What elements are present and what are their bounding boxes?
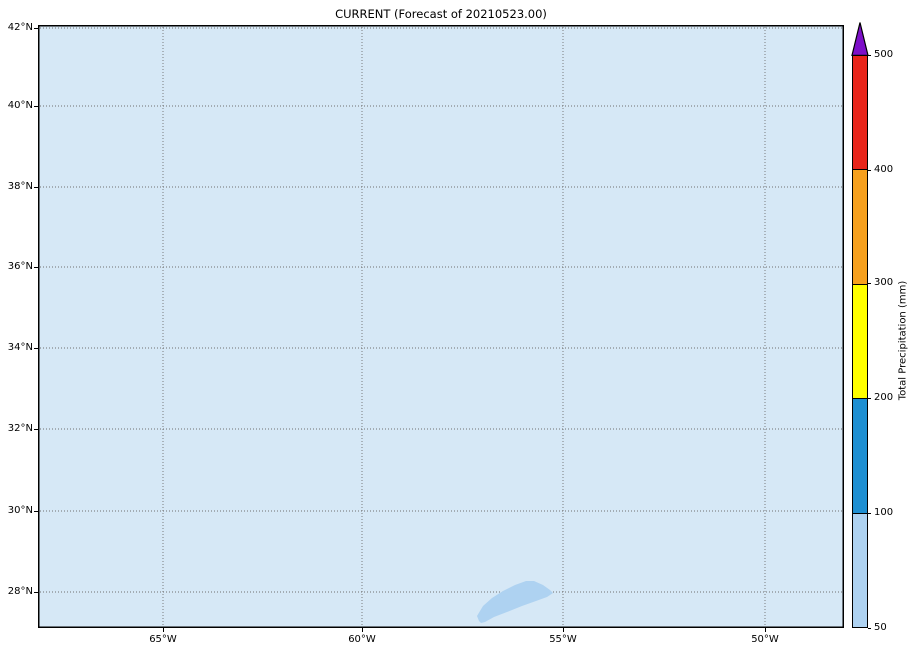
y-tick-label-36n: 36°N bbox=[7, 261, 33, 272]
colorbar-seg-400-500 bbox=[853, 56, 867, 170]
colorbar-tick-mark bbox=[868, 398, 871, 399]
y-tick-label-34n: 34°N bbox=[7, 342, 33, 353]
colorbar-label-200: 200 bbox=[874, 392, 894, 403]
colorbar-tick-mark bbox=[868, 55, 871, 56]
colorbar-seg-100-200 bbox=[853, 398, 867, 513]
chart-title: CURRENT (Forecast of 20210523.00) bbox=[335, 7, 547, 21]
x-tick-label-50w: 50°W bbox=[751, 634, 779, 645]
colorbar-seg-300-400 bbox=[853, 169, 867, 284]
colorbar-seg-200-300 bbox=[853, 283, 867, 399]
map-background bbox=[38, 25, 844, 628]
colorbar-tick-mark bbox=[868, 170, 871, 171]
x-tick-label-55w: 55°W bbox=[549, 634, 577, 645]
colorbar bbox=[852, 55, 868, 628]
colorbar-seg-50-100 bbox=[853, 512, 867, 628]
y-tick-mark bbox=[34, 348, 38, 349]
y-tick-label-32n: 32°N bbox=[7, 423, 33, 434]
map-plot-area bbox=[38, 25, 844, 628]
y-tick-mark bbox=[34, 429, 38, 430]
map-canvas bbox=[38, 25, 844, 628]
y-tick-label-38n: 38°N bbox=[7, 181, 33, 192]
colorbar-over-triangle bbox=[851, 22, 869, 56]
colorbar-tick-mark bbox=[868, 513, 871, 514]
colorbar-tick-mark bbox=[868, 283, 871, 284]
x-tick-mark bbox=[563, 628, 564, 632]
colorbar-label-50: 50 bbox=[874, 622, 887, 633]
y-tick-label-30n: 30°N bbox=[7, 505, 33, 516]
x-tick-label-65w: 65°W bbox=[149, 634, 177, 645]
y-tick-label-40n: 40°N bbox=[7, 100, 33, 111]
y-tick-mark bbox=[34, 592, 38, 593]
x-tick-label-60w: 60°W bbox=[348, 634, 376, 645]
y-tick-mark bbox=[34, 28, 38, 29]
colorbar-axis-title: Total Precipitation (mm) bbox=[897, 280, 909, 401]
y-tick-mark bbox=[34, 267, 38, 268]
y-tick-mark bbox=[34, 106, 38, 107]
graticule-gridlines bbox=[40, 27, 842, 626]
x-tick-mark bbox=[163, 628, 164, 632]
colorbar-label-300: 300 bbox=[874, 277, 894, 288]
y-tick-mark bbox=[34, 511, 38, 512]
colorbar-label-500: 500 bbox=[874, 49, 894, 60]
x-tick-mark bbox=[362, 628, 363, 632]
precip-region-50-100mm bbox=[477, 581, 553, 623]
colorbar-label-100: 100 bbox=[874, 507, 894, 518]
y-tick-label-42n: 42°N bbox=[7, 22, 33, 33]
colorbar-label-400: 400 bbox=[874, 164, 894, 175]
colorbar-extend-arrow bbox=[851, 22, 869, 56]
x-tick-mark bbox=[765, 628, 766, 632]
y-tick-label-28n: 28°N bbox=[7, 586, 33, 597]
colorbar-tick-mark bbox=[868, 628, 871, 629]
y-tick-mark bbox=[34, 187, 38, 188]
